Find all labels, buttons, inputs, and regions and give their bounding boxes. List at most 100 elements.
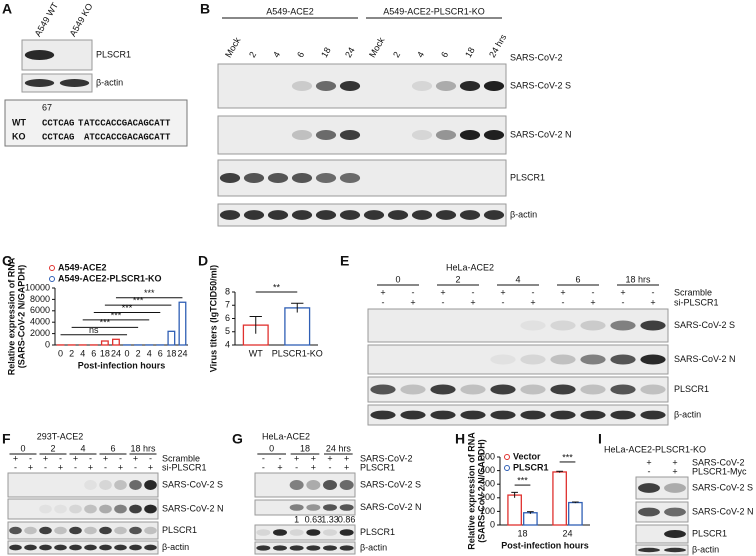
significance-label: *** [133, 295, 144, 305]
x-tick-label: 0 [125, 348, 130, 358]
band [550, 320, 576, 331]
blot-label: SARS-CoV-2 S [674, 320, 735, 330]
sign: + [13, 453, 18, 463]
band [59, 79, 90, 87]
group-label: 0 [395, 274, 400, 284]
blot [7, 498, 159, 520]
band [267, 173, 289, 183]
blot-label: SARS-CoV-2 N [692, 506, 754, 516]
blot [635, 476, 689, 500]
band [24, 544, 37, 551]
band [256, 545, 271, 551]
x-axis-label: Post-infection hours [78, 360, 166, 370]
blot-label: β-actin [510, 209, 537, 219]
band [114, 504, 127, 514]
band [99, 480, 112, 490]
sign: + [530, 297, 535, 307]
band [306, 504, 321, 511]
band [256, 529, 271, 536]
blot-label: PLSCR1 [96, 49, 131, 59]
band [9, 526, 22, 535]
band [243, 173, 265, 183]
legend-label: A549-ACE2-PLSCR1-KO [58, 273, 162, 283]
panel-letter: F [2, 431, 11, 447]
sign: + [650, 297, 655, 307]
sign: + [88, 462, 93, 472]
band [363, 210, 385, 220]
band [520, 410, 546, 420]
bar [507, 494, 522, 526]
band [273, 545, 287, 551]
band [339, 545, 354, 551]
legend-marker [49, 276, 55, 282]
group-label: A549-ACE2-PLSCR1-KO [383, 6, 485, 16]
x-tick-label: 0 [58, 348, 63, 358]
band [339, 130, 361, 140]
blot-label: β-actin [692, 544, 719, 554]
band [580, 354, 606, 365]
sign: - [562, 297, 565, 307]
band [323, 480, 337, 490]
band [114, 544, 127, 551]
band [435, 130, 457, 140]
band [435, 210, 457, 220]
band [483, 210, 505, 220]
bar [284, 307, 311, 346]
band [490, 354, 516, 365]
lane-label: 4 [271, 50, 282, 59]
sign: + [344, 453, 349, 463]
y-tick-label: 4000 [30, 317, 50, 327]
quantification: 1 [294, 514, 299, 524]
band [339, 81, 361, 91]
band [69, 526, 82, 535]
band [400, 384, 426, 395]
panel-letter: B [200, 1, 210, 17]
band [39, 544, 52, 551]
band [315, 81, 337, 91]
sign: + [672, 466, 677, 476]
band [339, 210, 361, 220]
band [289, 545, 304, 551]
band [144, 526, 157, 535]
x-axis-label: Post-infection hours [501, 540, 589, 550]
blot [254, 541, 356, 555]
x-tick-label: 24 [177, 348, 187, 358]
legend-label: A549-ACE2 [58, 262, 107, 272]
sign: + [327, 453, 332, 463]
blot [254, 472, 356, 498]
sign: + [470, 297, 475, 307]
cell-label: HeLa-ACE2-PLSCR1-KO [604, 444, 706, 454]
blot [7, 521, 159, 540]
band [54, 526, 67, 535]
row-label: PLSCR1 [360, 462, 395, 472]
sign: + [148, 462, 153, 472]
bar [167, 330, 176, 346]
band [267, 210, 289, 220]
sign: + [440, 287, 445, 297]
band [291, 81, 313, 91]
lane-label: 24 [343, 46, 357, 60]
sign: - [295, 462, 298, 472]
band [610, 410, 636, 420]
x-tick-label: 4 [147, 348, 152, 358]
band [459, 210, 481, 220]
sign: - [648, 466, 651, 476]
sign: - [472, 287, 475, 297]
blot-label: SARS-CoV-2 S [510, 80, 571, 90]
band [306, 480, 321, 490]
band [9, 544, 22, 551]
lane-label: Mock [223, 35, 243, 59]
band [664, 507, 686, 517]
row-label: si-PLSCR1 [674, 297, 719, 307]
blot [635, 524, 689, 544]
panel-letter: E [340, 253, 349, 269]
band [289, 504, 304, 511]
significance-label: *** [562, 452, 573, 462]
sign: - [74, 462, 77, 472]
band [664, 530, 686, 538]
blot [217, 159, 507, 197]
band [430, 384, 456, 395]
sequence: ATCCACCGACAGCATT [84, 132, 171, 142]
blot [21, 73, 93, 93]
